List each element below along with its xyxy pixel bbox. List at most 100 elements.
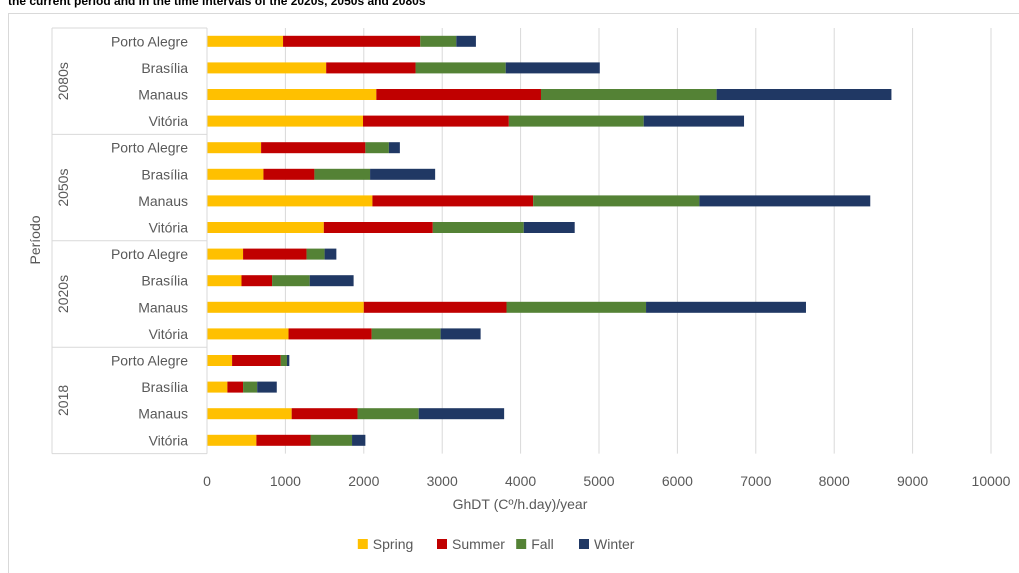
bar-segment [280,355,287,366]
bar-segment [207,89,377,100]
bar-segment [357,408,419,420]
category-label: Vitória [149,113,189,129]
bar-segment [363,301,507,313]
bar-segment [261,142,366,154]
bar-segment [232,355,281,366]
bar-segment [207,168,264,180]
bar-segment [283,35,421,47]
legend-swatch [516,539,527,549]
bar-segment [309,275,354,287]
bar-segment [418,408,505,420]
bar-segment [243,248,307,260]
bar-segment [207,115,364,127]
bar-segment [207,35,284,47]
bar-segment [505,62,600,74]
bar-segment [272,275,310,287]
bar-segment [420,35,457,47]
bar-segment [646,301,806,313]
bar-segment [286,355,290,366]
category-label: Manaus [138,299,188,315]
bar-segment [306,248,325,260]
bar-segment [388,142,400,154]
category-label: Brasília [141,166,188,182]
legend-swatch [357,539,368,549]
bar-segment [207,195,373,207]
bar-segment [533,195,700,207]
chart-frame [8,13,1019,573]
bar-segment [540,89,717,100]
x-axis-label: GhDT (Cº/h.day)/year [453,496,588,512]
legend: Spring Summer Fall Winter [357,536,635,552]
bar-segment [326,62,416,74]
bar-segment [256,434,311,446]
x-tick-label: 0 [203,473,211,489]
category-label: Brasília [141,60,188,76]
bar-segment [372,195,534,207]
legend-swatch [579,539,589,549]
category-label: Vitória [149,432,189,448]
chart-title: the current period and in the time inter… [8,0,426,8]
bar-segment [365,142,389,154]
bar-segment [207,301,364,313]
bar-segment [241,275,273,287]
legend-label: Fall [531,536,554,552]
bar-segment [207,355,233,366]
bar-segment [310,434,353,446]
x-tick-labels: 0 1000 2000 3000 4000 5000 6000 7000 8000 9000 100… [203,473,1011,489]
bar-segment [207,142,262,154]
x-tick-label: 9000 [897,473,928,489]
x-tick-label: 8000 [819,473,850,489]
bar-segment [288,328,372,340]
bar-segment [376,89,541,100]
bar-segment [415,62,506,74]
bar-segment [314,168,371,180]
category-label: Porto Alegre [111,353,188,369]
bar-segment [432,222,524,233]
bar-segment [371,328,441,340]
bar-segment [643,115,745,127]
legend-swatch [437,539,447,549]
x-tick-label: 10000 [972,473,1011,489]
bar-segment [207,222,324,233]
category-label: Porto Alegre [111,246,188,262]
bar-segment [207,408,292,420]
bar-segment [716,89,892,100]
bar-segment [207,434,257,446]
bar-segment [243,381,258,393]
bar-segment [207,381,228,393]
category-label: Vitória [149,326,189,342]
bar-segment [324,248,337,260]
category-label: Manaus [138,87,188,103]
bar-segment [207,275,242,287]
group-label: 2018 [55,385,71,416]
x-tick-label: 7000 [740,473,771,489]
category-label: Brasília [141,273,188,289]
y-axis: Porto Alegre Brasília Manaus Vitória 2080s Po… [51,27,208,455]
category-label: Porto Alegre [111,140,188,156]
bar-segment [699,195,871,207]
bar-segment [352,434,366,446]
bar-segment [456,35,476,47]
x-tick-label: 6000 [662,473,693,489]
legend-label: Winter [594,536,635,552]
bar-segment [207,248,244,260]
bars [207,35,892,446]
category-label: Manaus [138,193,188,209]
bar-segment [227,381,244,393]
legend-label: Summer [452,536,505,552]
x-tick-label: 4000 [505,473,536,489]
category-label: Vitória [149,220,189,236]
bar-segment [523,222,575,233]
bar-segment [440,328,481,340]
bar-segment [207,328,289,340]
group-label: 2020s [55,275,71,313]
y-axis-label: Período [27,215,43,264]
bar-segment [263,168,315,180]
x-tick-label: 5000 [583,473,614,489]
bar-segment [506,301,647,313]
x-tick-label: 3000 [427,473,458,489]
x-tick-label: 1000 [270,473,301,489]
legend-label: Spring [373,536,413,552]
group-label: 2050s [55,169,71,207]
